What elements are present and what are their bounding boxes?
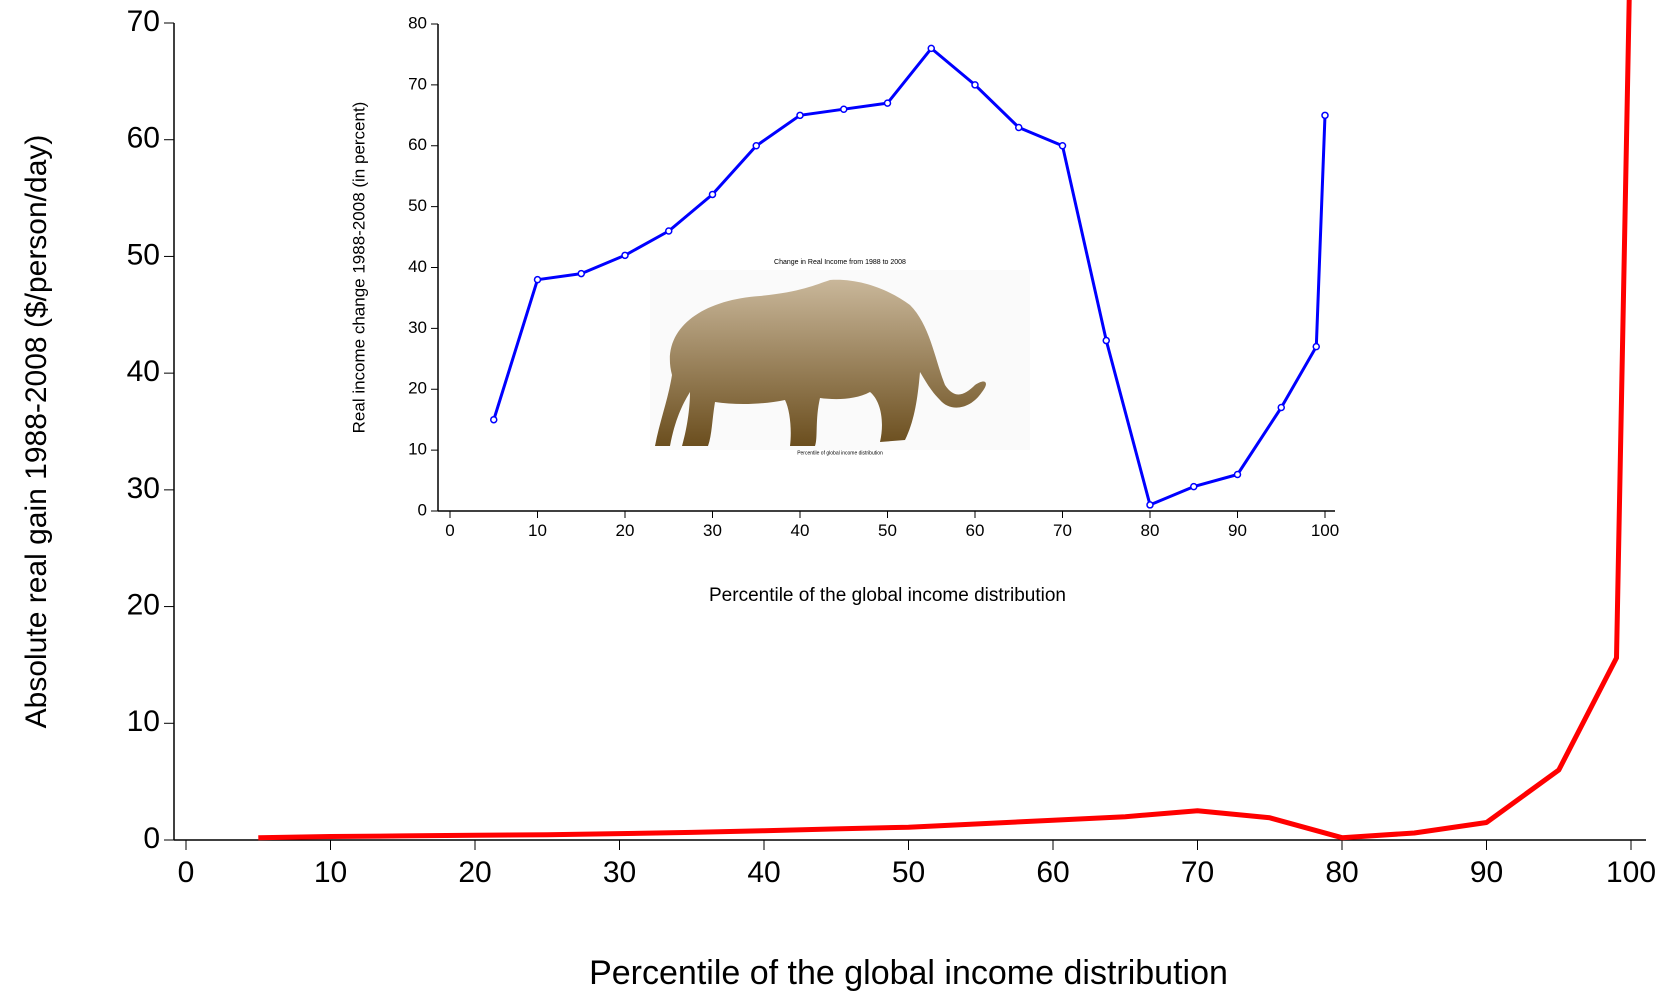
marker [533, 275, 542, 284]
x-tick-label: 90 [1470, 856, 1503, 889]
marker [1321, 111, 1329, 120]
y-tick-label: 10 [408, 440, 427, 459]
marker [708, 190, 717, 199]
x-tick-label: 0 [445, 521, 454, 540]
y-tick-label: 60 [127, 122, 160, 155]
x-tick-label: 30 [603, 856, 636, 889]
y-tick-label: 40 [127, 355, 160, 388]
y-tick-label: 30 [408, 318, 427, 337]
x-tick-label: 70 [1181, 856, 1214, 889]
marker [840, 105, 848, 113]
marker [621, 251, 629, 260]
y-tick-label: 40 [408, 257, 427, 276]
marker [1233, 470, 1242, 479]
plot: 0 10 20 30 40 50 60 70 80 90 100010203040506070Per… [20, 0, 1656, 992]
marker [927, 44, 935, 53]
x-axis-label: Percentile of the global income distribu… [709, 585, 1066, 606]
y-tick-label: 50 [408, 196, 427, 215]
x-tick-label: 40 [791, 521, 810, 540]
y-axis-label: Real income change 1988-2008 (in percent… [349, 102, 368, 434]
elephant-picture: Change in Real Income from 1988 to 2008 … [650, 259, 1030, 456]
x-tick-label: 10 [528, 521, 547, 540]
series-line [258, 0, 1632, 841]
x-tick-label: 0 [178, 856, 195, 889]
x-tick-label: 90 [1228, 521, 1247, 540]
marker [796, 111, 804, 120]
y-tick-label: 30 [127, 472, 160, 505]
marker [1277, 403, 1285, 412]
marker [883, 99, 892, 107]
x-axis-label: Percentile of the global income distribu… [589, 954, 1228, 992]
x-tick-label: 50 [892, 856, 925, 889]
x-tick-label: 10 [314, 856, 347, 889]
picture-title: Change in Real Income from 1988 to 2008 [774, 259, 906, 266]
y-tick-label: 20 [127, 588, 160, 621]
x-tick-label: 70 [1053, 521, 1072, 540]
x-tick-label: 80 [1325, 856, 1358, 889]
marker [1058, 142, 1067, 150]
x-tick-label: 40 [747, 856, 780, 889]
y-tick-label: 50 [127, 238, 160, 271]
marker [1015, 123, 1023, 132]
elephant [655, 279, 986, 446]
x-tick-label: 100 [1606, 856, 1656, 889]
y-tick-label: 80 [408, 13, 427, 32]
y-tick-label: 60 [408, 135, 427, 154]
marker [665, 227, 673, 235]
x-tick-label: 20 [458, 856, 491, 889]
plot: 0 10 20 30 40 50 60 70 80 90 100 0 10 20 30 40 50 60 70 80 P… [349, 13, 1339, 606]
x-tick-label: 80 [1141, 521, 1160, 540]
y-tick-label: 70 [408, 74, 427, 93]
marker [1102, 336, 1110, 345]
x-tick-label: 60 [1036, 856, 1069, 889]
y-tick-label: 0 [418, 500, 427, 519]
x-tick-label: 20 [616, 521, 635, 540]
y-tick-label: 20 [408, 379, 427, 398]
x-tick-label: 100 [1311, 521, 1339, 540]
picture-x-label: Percentile of global income distribution [797, 450, 883, 456]
marker [1146, 501, 1154, 509]
y-tick-label: 0 [143, 822, 160, 855]
marker [577, 269, 585, 278]
marker [490, 415, 498, 424]
marker [1312, 342, 1320, 351]
y-axis-label: Absolute real gain 1988-2008 ($/person/d… [20, 135, 53, 729]
y-tick-label: 70 [127, 5, 160, 38]
y-tick-label: 10 [127, 705, 160, 738]
x-tick-label: 50 [878, 521, 897, 540]
marker [971, 81, 979, 89]
marker [1190, 482, 1198, 491]
x-tick-label: 60 [966, 521, 985, 540]
marker [752, 142, 760, 150]
x-tick-label: 30 [703, 521, 722, 540]
